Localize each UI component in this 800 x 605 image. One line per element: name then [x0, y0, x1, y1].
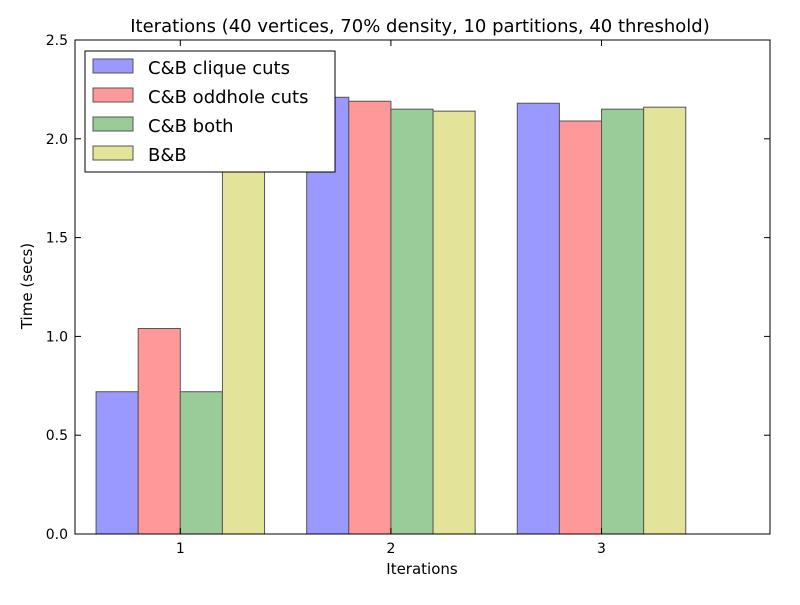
x-tick-label: 1: [176, 541, 185, 557]
bar-3-1: [179, 391, 223, 535]
bar-4-3: [643, 106, 687, 535]
legend-swatch: [92, 58, 134, 74]
bars-group: [95, 96, 687, 535]
legend-label: C&B both: [148, 116, 234, 137]
y-tick-label: 2.5: [46, 33, 68, 49]
bar-4-2: [432, 110, 476, 535]
y-tick-label: 1.0: [46, 329, 68, 345]
plot-frame: [74, 39, 771, 535]
bar-2-1: [137, 327, 181, 535]
x-tick-label: 3: [597, 541, 606, 557]
y-tick-label: 0.5: [46, 428, 68, 444]
legend-swatch: [92, 87, 134, 103]
legend: C&B clique cuts C&B oddhole cuts C&B both B…: [84, 50, 336, 173]
bar-1-1: [95, 391, 139, 535]
legend-swatch: [92, 116, 134, 132]
legend-swatch: [92, 145, 134, 161]
chart-title: Iterations (40 vertices, 70% density, 10…: [130, 16, 710, 37]
bar-4-1: [221, 165, 266, 535]
y-tick-label: 2.0: [46, 132, 68, 148]
bar-3-2: [390, 108, 434, 535]
bar-2-2: [348, 100, 392, 535]
legend-label: B&B: [148, 145, 187, 166]
y-tick-label: 0.0: [46, 527, 68, 543]
y-tick-label: 1.5: [46, 231, 68, 247]
legend-label: C&B clique cuts: [148, 58, 290, 79]
x-tick-label: 2: [386, 541, 395, 557]
bar-1-3: [516, 102, 560, 535]
legend-label: C&B oddhole cuts: [148, 87, 309, 108]
bar-2-3: [558, 120, 603, 535]
y-axis-label: Time (secs): [18, 243, 36, 330]
bar-3-3: [601, 108, 645, 535]
x-axis-label: Iterations: [386, 560, 458, 578]
